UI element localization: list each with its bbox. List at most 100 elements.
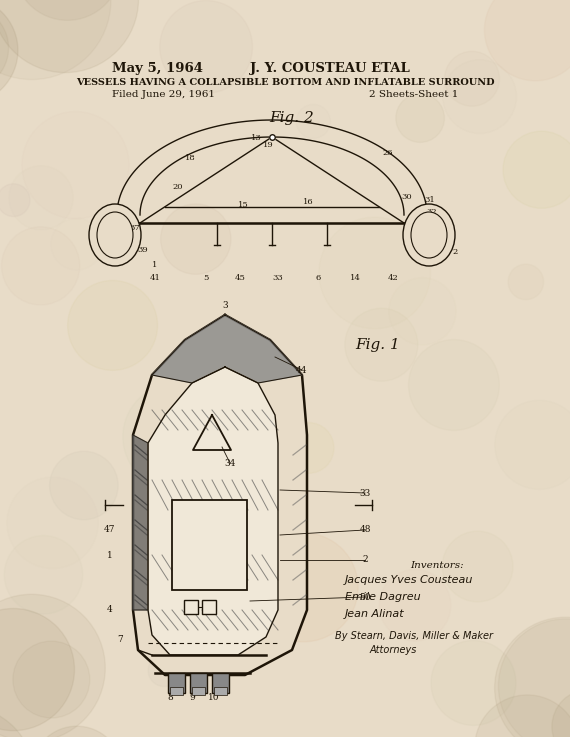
Text: 33: 33 (359, 489, 371, 497)
Circle shape (0, 184, 30, 217)
Polygon shape (133, 435, 148, 610)
Text: 37: 37 (129, 224, 140, 232)
Text: 6: 6 (315, 274, 320, 282)
Circle shape (68, 281, 157, 370)
Circle shape (2, 227, 80, 305)
Text: 47: 47 (104, 525, 116, 534)
Text: 34: 34 (225, 458, 235, 467)
Circle shape (14, 0, 121, 21)
Text: May 5, 1964: May 5, 1964 (112, 61, 203, 74)
Circle shape (51, 218, 103, 270)
Circle shape (495, 617, 570, 737)
Text: 50: 50 (359, 593, 371, 601)
Text: 8: 8 (167, 693, 173, 702)
Circle shape (443, 60, 516, 133)
Text: 38: 38 (429, 224, 439, 232)
Circle shape (552, 689, 570, 737)
Text: 44: 44 (296, 366, 308, 374)
Bar (168, 673, 185, 693)
Bar (202, 600, 216, 614)
Text: 16: 16 (303, 198, 314, 206)
Circle shape (442, 531, 513, 602)
Circle shape (296, 105, 331, 139)
Polygon shape (133, 315, 307, 675)
Circle shape (9, 166, 73, 230)
Ellipse shape (403, 204, 455, 266)
Circle shape (503, 131, 570, 209)
Text: 41: 41 (149, 274, 160, 282)
Bar (214, 687, 227, 695)
Text: Jean Alinat: Jean Alinat (345, 609, 405, 619)
Circle shape (445, 52, 499, 106)
Text: 20: 20 (173, 183, 183, 191)
Ellipse shape (89, 204, 141, 266)
Text: By Stearn, Davis, Miller & Maker: By Stearn, Davis, Miller & Maker (335, 631, 493, 641)
Circle shape (22, 111, 129, 219)
Text: Fig. 2: Fig. 2 (270, 111, 315, 125)
Text: 39: 39 (137, 246, 148, 254)
Circle shape (148, 654, 180, 686)
Circle shape (123, 383, 229, 490)
Circle shape (161, 204, 231, 274)
Text: 45: 45 (235, 274, 246, 282)
Circle shape (319, 217, 430, 329)
Text: 9: 9 (189, 693, 195, 702)
Circle shape (283, 422, 334, 473)
Circle shape (475, 695, 570, 737)
Bar (212, 673, 229, 693)
Text: 48: 48 (359, 525, 371, 534)
Circle shape (508, 264, 544, 300)
Text: 18: 18 (185, 154, 196, 162)
Circle shape (389, 278, 456, 345)
Circle shape (4, 536, 83, 614)
Circle shape (13, 641, 90, 718)
Text: 40: 40 (430, 241, 441, 249)
Text: 4: 4 (107, 606, 113, 615)
Circle shape (7, 477, 98, 568)
Circle shape (484, 0, 570, 81)
Circle shape (345, 308, 418, 381)
Text: 2: 2 (362, 556, 368, 565)
Text: Inventors:: Inventors: (410, 562, 463, 570)
Circle shape (249, 533, 358, 642)
Text: 2: 2 (453, 248, 458, 256)
Bar (172, 500, 247, 590)
Text: 19: 19 (263, 141, 274, 149)
Text: 7: 7 (117, 635, 123, 644)
Circle shape (498, 619, 570, 737)
Text: 42: 42 (388, 274, 398, 282)
Circle shape (50, 451, 118, 520)
Bar (184, 600, 198, 614)
Polygon shape (148, 367, 278, 655)
Circle shape (0, 0, 139, 73)
Text: 30: 30 (402, 193, 412, 201)
Text: 1: 1 (152, 261, 158, 269)
Text: 31: 31 (425, 196, 435, 204)
Circle shape (31, 726, 123, 737)
Polygon shape (152, 315, 302, 383)
Text: 2 Sheets-Sheet 1: 2 Sheets-Sheet 1 (369, 89, 458, 99)
Bar (190, 673, 207, 693)
Text: J. Y. COUSTEAU ETAL: J. Y. COUSTEAU ETAL (250, 61, 410, 74)
Text: 10: 10 (208, 693, 220, 702)
Text: 3: 3 (222, 301, 228, 310)
Circle shape (409, 340, 499, 430)
Circle shape (0, 0, 111, 80)
Bar (170, 687, 183, 695)
Bar (192, 687, 205, 695)
Circle shape (0, 6, 9, 90)
Circle shape (160, 1, 253, 94)
Text: 13: 13 (251, 134, 262, 142)
Text: 1: 1 (107, 551, 113, 559)
Ellipse shape (97, 212, 133, 258)
Circle shape (396, 94, 445, 142)
Circle shape (379, 570, 451, 641)
Text: Jacques Yves Cousteau: Jacques Yves Cousteau (345, 575, 473, 585)
Text: 26: 26 (382, 149, 393, 157)
Circle shape (0, 594, 105, 737)
Text: 33: 33 (272, 274, 283, 282)
Text: 15: 15 (238, 201, 249, 209)
Text: VESSELS HAVING A COLLAPSIBLE BOTTOM AND INFLATABLE SURROUND: VESSELS HAVING A COLLAPSIBLE BOTTOM AND … (76, 77, 494, 86)
Text: 32: 32 (427, 208, 437, 216)
Circle shape (0, 707, 34, 737)
